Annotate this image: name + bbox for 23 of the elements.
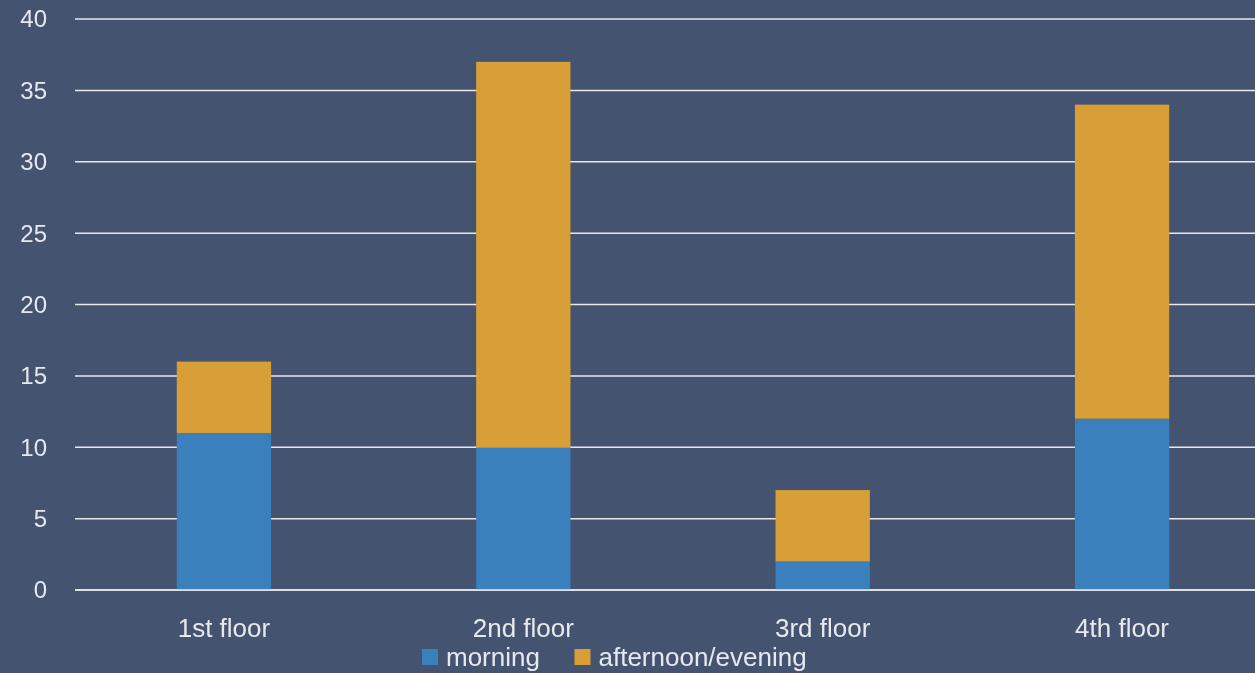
bar bbox=[1074, 418, 1170, 590]
y-tick-label: 5 bbox=[33, 505, 47, 533]
y-tick-label: 40 bbox=[20, 5, 47, 33]
x-tick-label: 4th floor bbox=[1075, 613, 1170, 644]
y-tick-label: 10 bbox=[20, 433, 47, 461]
legend-label: afternoon/evening bbox=[598, 642, 807, 673]
x-tick-label: 3rd floor bbox=[774, 613, 871, 644]
bar bbox=[775, 561, 870, 590]
bar bbox=[476, 447, 571, 590]
y-tick-label: 15 bbox=[20, 362, 47, 390]
y-tick-label: 30 bbox=[20, 148, 47, 176]
y-tick-label: 35 bbox=[20, 76, 47, 104]
x-tick-label: 1st floor bbox=[177, 613, 271, 644]
bar bbox=[775, 490, 870, 562]
y-tick-label: 20 bbox=[20, 290, 47, 318]
legend-label: morning bbox=[446, 642, 540, 673]
x-tick-label: 2nd floor bbox=[472, 613, 575, 644]
bar bbox=[1074, 104, 1170, 419]
y-tick-label: 25 bbox=[20, 219, 47, 247]
y-tick-label: 0 bbox=[33, 576, 47, 604]
bar bbox=[176, 361, 272, 433]
bar bbox=[476, 61, 571, 448]
bar bbox=[176, 432, 272, 590]
